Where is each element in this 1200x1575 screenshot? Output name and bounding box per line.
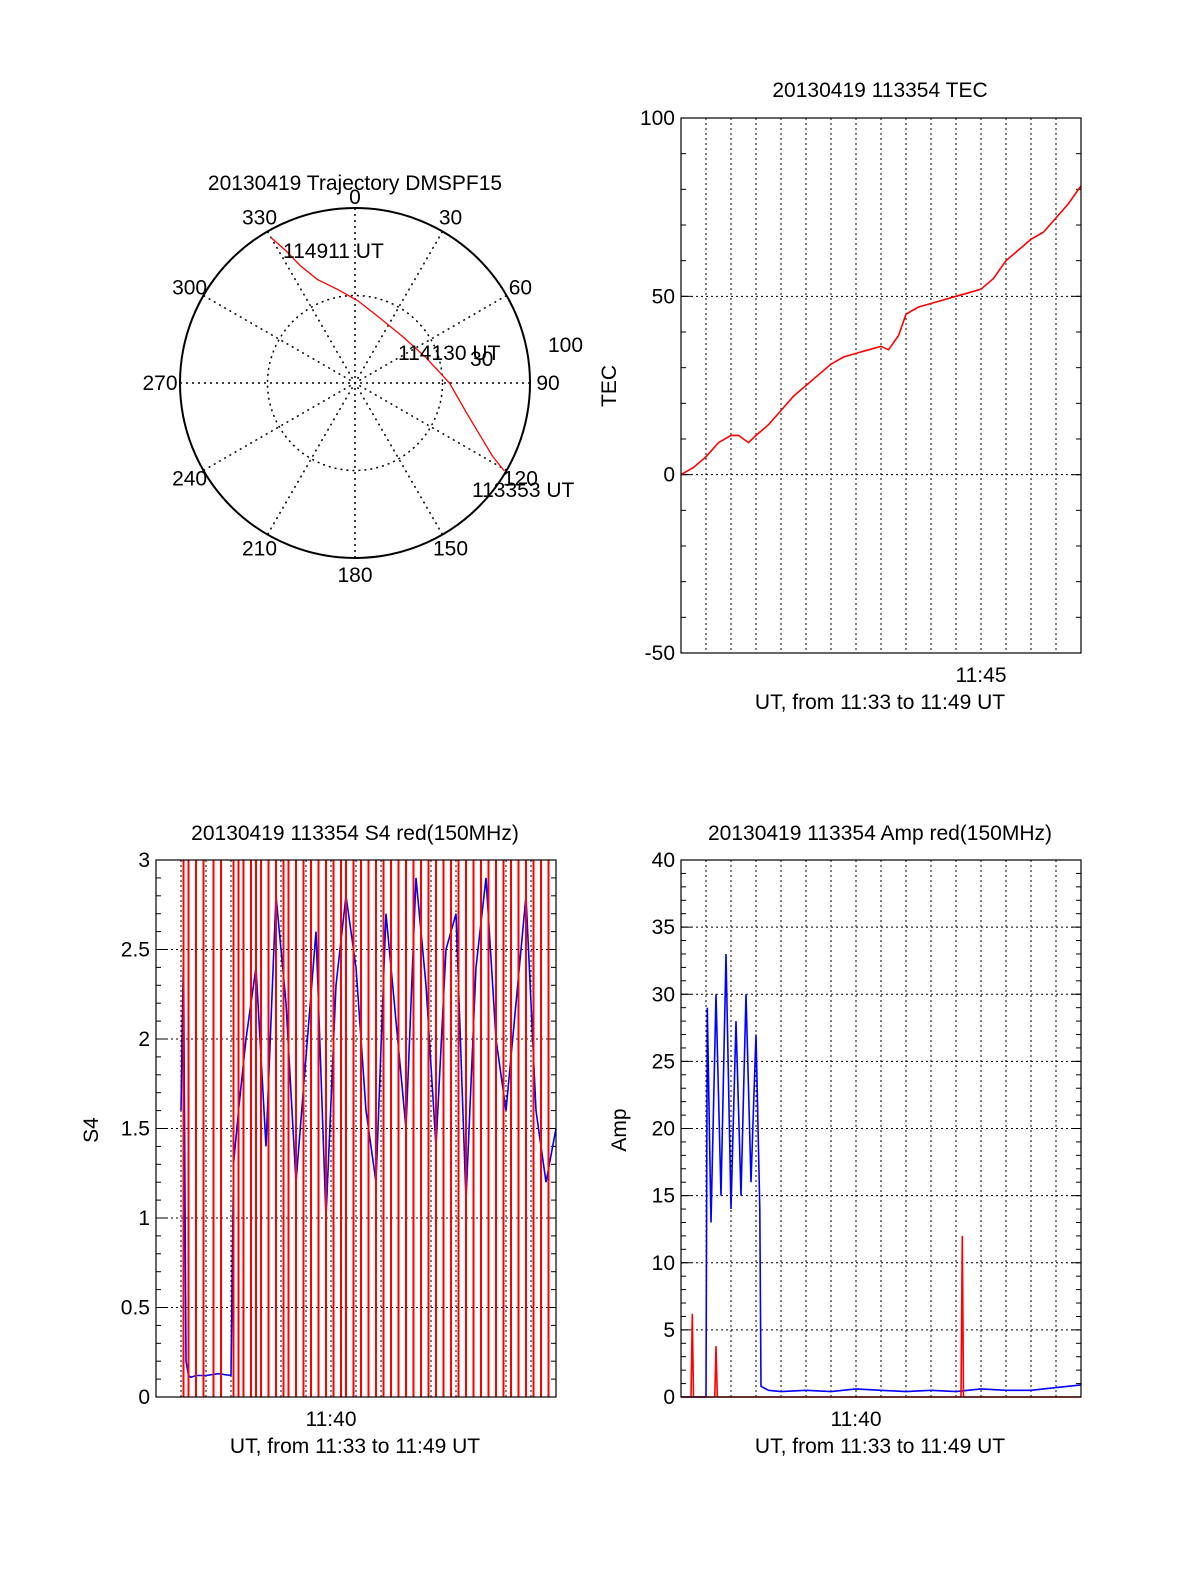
tec-ylabel: TEC [598, 365, 621, 407]
y-tick-label: 1.5 [121, 1118, 150, 1141]
y-tick-label: 100 [640, 107, 675, 130]
polar-angle-label: 180 [337, 564, 372, 587]
series-line-blue [681, 953, 1082, 1398]
x-tick-label: 11:40 [306, 1408, 357, 1431]
y-tick-label: 0 [663, 1386, 675, 1409]
s4-xlabel: UT, from 11:33 to 11:49 UT [230, 1435, 480, 1458]
polar-spoke [266, 231, 444, 535]
y-tick-label: 30 [652, 983, 675, 1006]
y-tick-label: 35 [652, 916, 675, 939]
y-tick-label: 2 [138, 1028, 150, 1051]
polar-angle-label: 330 [242, 207, 277, 230]
polar-title: 20130419 Trajectory DMSPF15 [208, 172, 502, 195]
polar-inner-circle [266, 294, 444, 472]
y-tick-label: 40 [652, 849, 675, 872]
x-tick-label: 11:45 [956, 664, 1007, 687]
amp-ylabel: Amp [608, 1108, 631, 1151]
amp-chart: 20130419 113354 Amp red(150MHz) UT, from… [608, 822, 1082, 1458]
series-line-red [680, 185, 1082, 476]
polar-angle-label: 90 [536, 372, 559, 395]
s4-ylabel: S4 [80, 1117, 103, 1143]
trajectory-line [270, 237, 505, 472]
trajectory-end-label: 114911 UT [283, 240, 384, 263]
polar-angle-label: 120 [503, 468, 538, 491]
amp-title: 20130419 113354 Amp red(150MHz) [708, 822, 1052, 845]
polar-angle-label: 240 [172, 468, 207, 491]
plot-frame [680, 117, 1082, 654]
plot-frame [680, 859, 1082, 1398]
polar-angle-label: 150 [433, 537, 468, 560]
y-tick-label: 25 [652, 1050, 675, 1073]
tec-chart: 20130419 113354 TEC UT, from 11:33 to 11… [598, 79, 1082, 714]
y-tick-label: 10 [652, 1252, 675, 1275]
amp-xlabel: UT, from 11:33 to 11:49 UT [755, 1435, 1005, 1458]
y-tick-label: 0.5 [121, 1297, 150, 1320]
plot-frame [155, 859, 557, 1398]
trajectory-polar-plot: 20130419 Trajectory DMSPF15 0 30 60 90 120 15… [142, 172, 583, 587]
y-tick-label: 2.5 [121, 939, 150, 962]
y-tick-label: 0 [138, 1386, 150, 1409]
y-tick-label: 50 [652, 285, 675, 308]
y-tick-label: 0 [663, 464, 675, 487]
polar-radius-label: 30 [470, 348, 493, 371]
tec-xlabel: UT, from 11:33 to 11:49 UT [755, 691, 1005, 714]
y-tick-label: -50 [645, 642, 675, 665]
polar-radius-label: 100 [548, 334, 583, 357]
trajectory-mid-label: 114130 UT [398, 342, 501, 365]
x-tick-label: 11:40 [831, 1408, 882, 1431]
polar-angle-label: 300 [172, 277, 207, 300]
series-line-red [681, 1235, 1081, 1398]
polar-angle-label: 30 [439, 207, 462, 230]
s4-title: 20130419 113354 S4 red(150MHz) [191, 822, 519, 845]
y-tick-label: 3 [138, 849, 150, 872]
polar-angle-label: 0 [349, 186, 361, 209]
polar-angle-label: 270 [142, 372, 177, 395]
y-tick-label: 15 [652, 1185, 675, 1208]
polar-angle-label: 210 [242, 537, 277, 560]
trajectory-start-label: 113353 UT [472, 479, 575, 502]
y-tick-label: 20 [652, 1118, 675, 1141]
polar-angle-label: 60 [509, 277, 532, 300]
s4-chart: 20130419 113354 S4 red(150MHz) UT, from … [80, 822, 557, 1458]
y-tick-label: 5 [663, 1319, 675, 1342]
tec-title: 20130419 113354 TEC [772, 79, 987, 102]
y-tick-label: 1 [138, 1207, 150, 1230]
